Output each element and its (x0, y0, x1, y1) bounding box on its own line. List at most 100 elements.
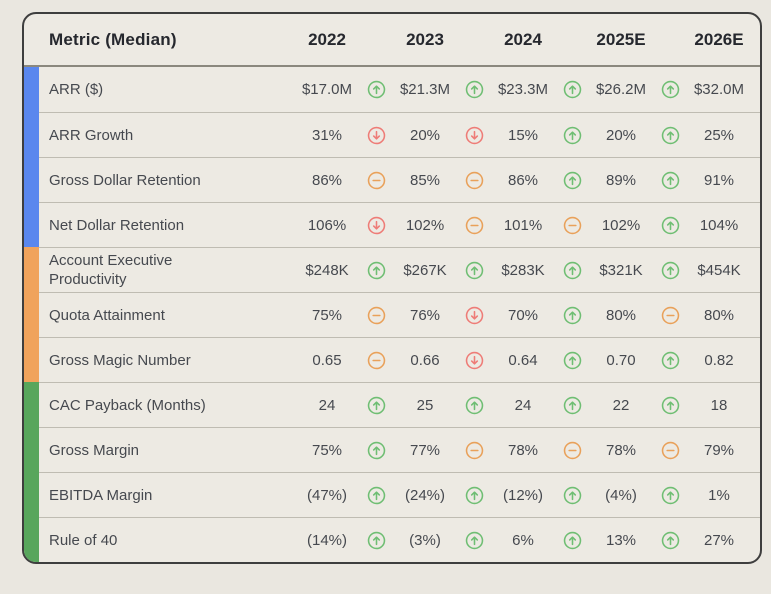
trend-up-icon (657, 170, 683, 191)
row-cells: Gross Margin 75% 77% 78% 78% 79% (39, 427, 760, 472)
metric-value: $454K (697, 261, 741, 279)
category-color-band (24, 292, 39, 337)
metric-value: 25% (703, 126, 735, 144)
year-column-header: 2025E (596, 29, 646, 49)
trend-up-icon (657, 530, 683, 551)
metric-label: Gross Margin (49, 441, 140, 459)
category-color-band (24, 517, 39, 562)
metric-row: Quota Attainment 75% 76% 70% 80% 80% (24, 292, 760, 337)
trend-up-icon (559, 395, 585, 416)
trend-up-icon (559, 305, 585, 326)
trend-up-icon (363, 260, 389, 281)
row-cells: ARR Growth 31% 20% 15% 20% 25% (39, 112, 760, 157)
metric-value: $283K (501, 261, 545, 279)
trend-up-icon (657, 125, 683, 146)
row-cells: CAC Payback (Months) 24 25 24 22 18 (39, 382, 760, 427)
metric-value: 0.82 (704, 351, 734, 369)
metric-name-cell: EBITDA Margin (39, 486, 291, 505)
metric-value: 15% (507, 126, 539, 144)
metric-name-cell: Account Executive Productivity (39, 251, 291, 289)
metric-value: 85% (409, 171, 441, 189)
trend-up-icon (559, 350, 585, 371)
metric-label: ARR Growth (49, 126, 134, 144)
table-body: ARR ($) $17.0M $21.3M $23.3M $26.2M $32.0M ARR… (24, 67, 760, 562)
row-cells: Gross Magic Number 0.65 0.66 0.64 0.70 0.82 (39, 337, 760, 382)
metric-value: 78% (507, 441, 539, 459)
metric-value: 22 (612, 396, 630, 414)
metric-value: (4%) (605, 486, 637, 504)
category-color-band (24, 202, 39, 247)
metric-row: Gross Magic Number 0.65 0.66 0.64 0.70 0.82 (24, 337, 760, 382)
metric-label: Rule of 40 (49, 531, 118, 549)
category-color-band (24, 427, 39, 472)
metric-value: 80% (605, 306, 637, 324)
trend-up-icon (657, 215, 683, 236)
trend-flat-icon (559, 440, 585, 461)
trend-up-icon (363, 79, 389, 100)
metric-name-cell: ARR Growth (39, 126, 291, 145)
row-cells: Quota Attainment 75% 76% 70% 80% 80% (39, 292, 760, 337)
metric-value: 86% (311, 171, 343, 189)
metric-row: Gross Dollar Retention 86% 85% 86% 89% 91% (24, 157, 760, 202)
trend-down-icon (461, 350, 487, 371)
metric-label: Account Executive Productivity (49, 252, 173, 288)
trend-up-icon (657, 260, 683, 281)
metric-value: 24 (514, 396, 532, 414)
trend-up-icon (461, 530, 487, 551)
metric-label: Net Dollar Retention (49, 216, 185, 234)
trend-up-icon (363, 530, 389, 551)
metric-value: (47%) (306, 486, 347, 504)
trend-down-icon (461, 125, 487, 146)
trend-up-icon (657, 485, 683, 506)
metric-name-cell: Quota Attainment (39, 306, 291, 325)
trend-up-icon (363, 395, 389, 416)
metric-value: 27% (703, 531, 735, 549)
year-column-header: 2026E (694, 29, 744, 49)
metric-label: Gross Dollar Retention (49, 171, 201, 189)
metric-label: Quota Attainment (49, 306, 165, 324)
category-color-band (24, 67, 39, 112)
metric-value: 31% (311, 126, 343, 144)
metric-row: Rule of 40 (14%) (3%) 6% 13% 27% (24, 517, 760, 562)
metric-value: (3%) (409, 531, 441, 549)
trend-up-icon (461, 485, 487, 506)
header-spacer (657, 30, 683, 50)
metric-value: $21.3M (399, 81, 451, 98)
category-color-band (24, 472, 39, 517)
trend-up-icon (559, 530, 585, 551)
metric-value: 78% (605, 441, 637, 459)
category-color-band (24, 337, 39, 382)
metric-value: 0.64 (508, 351, 538, 369)
category-color-band (24, 247, 39, 292)
metric-name-cell: Gross Magic Number (39, 351, 291, 370)
metric-value: (14%) (306, 531, 347, 549)
metric-label: Gross Magic Number (49, 351, 191, 369)
metric-row: Account Executive Productivity $248K $267K… (24, 247, 760, 292)
year-headers: 2022 2023 2024 2025E 2026E (291, 30, 760, 50)
trend-up-icon (657, 350, 683, 371)
metric-value: (12%) (502, 486, 543, 504)
metric-value: 86% (507, 171, 539, 189)
metric-row: ARR ($) $17.0M $21.3M $23.3M $26.2M $32.0M (24, 67, 760, 112)
metric-value: 79% (703, 441, 735, 459)
metric-row: ARR Growth 31% 20% 15% 20% 25% (24, 112, 760, 157)
metric-value: 75% (311, 441, 343, 459)
metric-name-cell: Gross Dollar Retention (39, 171, 291, 190)
trend-flat-icon (363, 305, 389, 326)
metric-row: Net Dollar Retention 106% 102% 101% 102% 104% (24, 202, 760, 247)
metric-value: $267K (403, 261, 447, 279)
trend-flat-icon (461, 215, 487, 236)
metric-value: 25 (416, 396, 434, 414)
metric-value: 80% (703, 306, 735, 324)
metric-name-cell: Gross Margin (39, 441, 291, 460)
trend-up-icon (559, 485, 585, 506)
trend-up-icon (461, 79, 487, 100)
metric-value: 24 (318, 396, 336, 414)
metric-value: $321K (599, 261, 643, 279)
metric-value: 70% (507, 306, 539, 324)
metric-value: 13% (605, 531, 637, 549)
metric-row: EBITDA Margin (47%) (24%) (12%) (4%) 1% (24, 472, 760, 517)
trend-flat-icon (559, 215, 585, 236)
metric-name-cell: Rule of 40 (39, 531, 291, 550)
metric-value: 77% (409, 441, 441, 459)
